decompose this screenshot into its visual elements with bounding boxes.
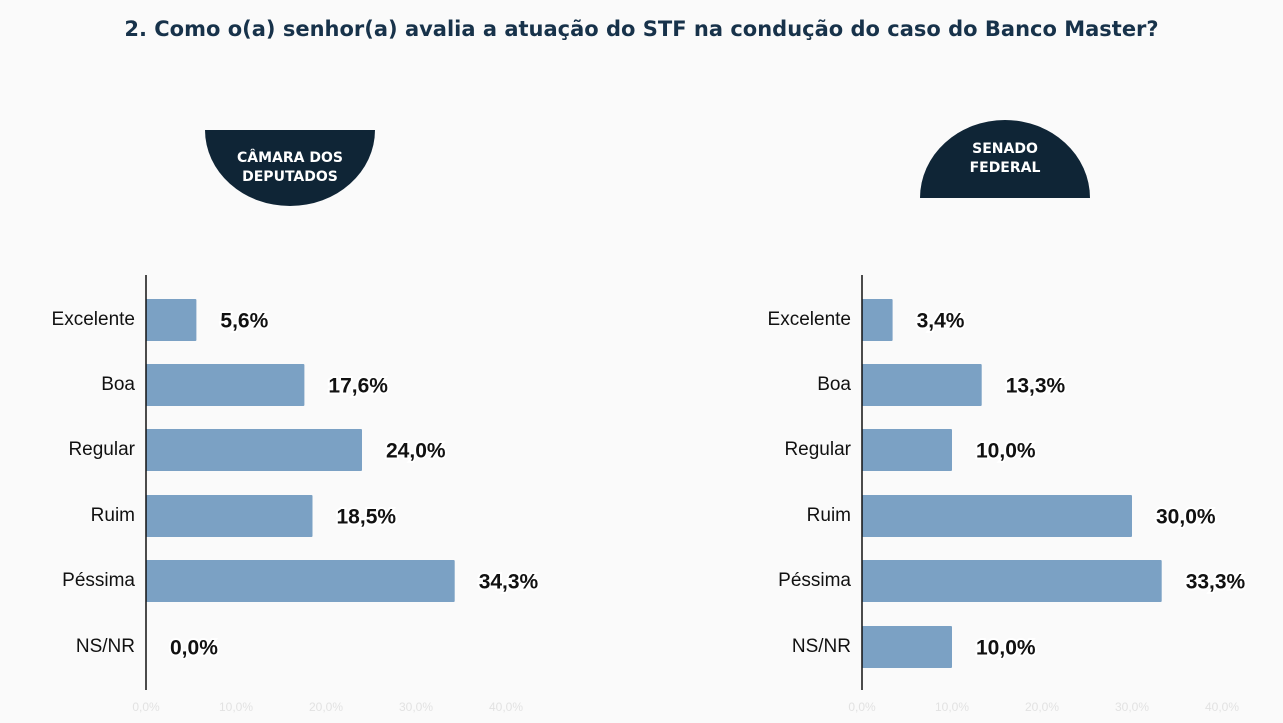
value-label: 30,0%: [1156, 506, 1216, 529]
value-label: 24,0%: [386, 440, 446, 463]
bar: [146, 299, 197, 341]
category-label: Péssima: [62, 570, 135, 591]
bar: [862, 495, 1132, 537]
x-tick-label: 10,0%: [219, 700, 253, 714]
x-tick-label: 30,0%: [1115, 700, 1149, 714]
bar: [862, 364, 982, 406]
category-label: Ruim: [91, 505, 135, 526]
value-label: 10,0%: [976, 440, 1036, 463]
category-label: NS/NR: [792, 636, 851, 657]
category-label: Boa: [101, 374, 135, 395]
category-label: Ruim: [807, 505, 851, 526]
x-tick-label: 0,0%: [132, 700, 160, 714]
bar: [862, 626, 952, 668]
bar: [862, 429, 952, 471]
category-label: Excelente: [52, 309, 135, 330]
bar: [146, 560, 455, 602]
bar: [146, 429, 362, 471]
value-label: 34,3%: [479, 571, 539, 594]
bar: [146, 495, 313, 537]
category-label: Regular: [68, 439, 135, 460]
value-label: 10,0%: [976, 637, 1036, 660]
x-tick-label: 20,0%: [1025, 700, 1059, 714]
value-label: 18,5%: [337, 506, 397, 529]
category-label: Boa: [817, 374, 851, 395]
value-label: 13,3%: [1006, 375, 1066, 398]
bar: [146, 364, 305, 406]
value-label: 17,6%: [328, 375, 388, 398]
chart-title: 2. Como o(a) senhor(a) avalia a atuação …: [124, 17, 1159, 41]
value-label: 0,0%: [170, 637, 218, 660]
category-label: NS/NR: [76, 636, 135, 657]
x-tick-label: 20,0%: [309, 700, 343, 714]
category-label: Péssima: [778, 570, 851, 591]
x-tick-label: 0,0%: [848, 700, 876, 714]
category-label: Excelente: [768, 309, 851, 330]
bar: [862, 299, 893, 341]
x-tick-label: 40,0%: [489, 700, 523, 714]
value-label: 5,6%: [220, 310, 268, 333]
x-tick-label: 10,0%: [935, 700, 969, 714]
bar: [862, 560, 1162, 602]
category-label: Regular: [784, 439, 851, 460]
x-tick-label: 30,0%: [399, 700, 433, 714]
value-label: 3,4%: [917, 310, 965, 333]
x-tick-label: 40,0%: [1205, 700, 1239, 714]
value-label: 33,3%: [1186, 571, 1246, 594]
